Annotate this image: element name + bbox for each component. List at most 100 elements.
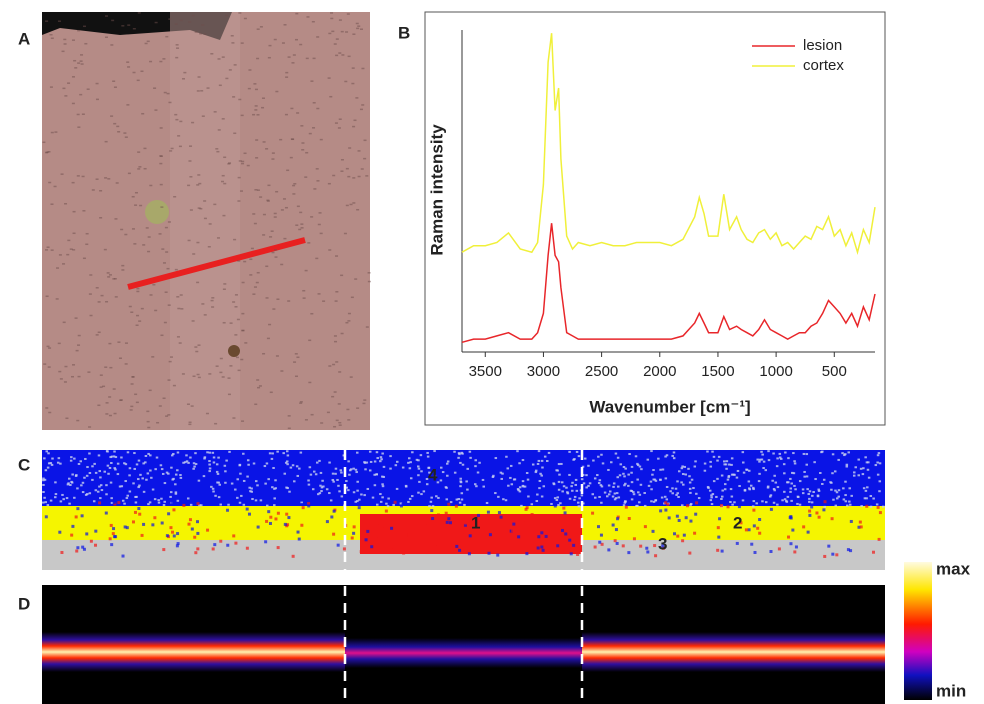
speckle [360, 493, 363, 496]
speckle [161, 472, 165, 475]
speckle [189, 503, 193, 506]
texture-dot [136, 290, 140, 293]
texture-dot [95, 98, 99, 101]
speckle [160, 497, 163, 500]
texture-dot [148, 389, 152, 392]
speckle [242, 503, 246, 506]
speckle [616, 456, 620, 459]
texture-dot [135, 401, 139, 404]
speckle [674, 487, 678, 490]
speckle [172, 477, 175, 480]
speckle [689, 503, 692, 506]
region-label: 4 [428, 465, 438, 484]
texture-dot [259, 196, 263, 198]
speckle [710, 494, 713, 497]
speckle [94, 543, 98, 547]
speckle [729, 500, 732, 503]
speckle [743, 488, 747, 491]
speckle [224, 481, 227, 484]
speckle [845, 463, 849, 466]
speckle [381, 483, 384, 486]
speckle [848, 500, 851, 503]
texture-dot [124, 233, 128, 236]
region-label: 3 [658, 534, 667, 553]
speckle [425, 483, 429, 486]
speckle [236, 478, 239, 481]
speckle [570, 485, 573, 488]
speckle [683, 465, 686, 468]
texture-dot [187, 184, 191, 187]
speckle [793, 484, 796, 487]
texture-dot [319, 232, 323, 235]
texture-dot [45, 20, 49, 22]
speckle [852, 474, 856, 477]
texture-dot [256, 28, 260, 30]
texture-dot [164, 226, 168, 229]
speckle [712, 455, 716, 458]
speckle [401, 502, 405, 506]
speckle [805, 453, 809, 456]
texture-dot [328, 249, 332, 251]
speckle [250, 490, 253, 493]
speckle [121, 499, 125, 502]
speckle [145, 478, 148, 481]
speckle [358, 498, 361, 501]
speckle [543, 455, 547, 458]
speckle [433, 474, 437, 477]
speckle [179, 474, 182, 477]
speckle [575, 450, 579, 453]
texture-dot [345, 31, 349, 33]
speckle [749, 484, 753, 487]
speckle [747, 480, 751, 483]
speckle [645, 546, 649, 550]
texture-dot [71, 102, 75, 105]
texture-dot [80, 54, 84, 56]
speckle [552, 483, 556, 486]
speckle [732, 473, 735, 476]
texture-dot [97, 404, 101, 407]
texture-dot [276, 298, 280, 300]
speckle [289, 466, 293, 469]
speckle [389, 455, 392, 458]
speckle [394, 464, 398, 467]
speckle [509, 464, 513, 467]
texture-dot [340, 332, 344, 335]
speckle [616, 485, 620, 488]
texture-dot [233, 238, 237, 241]
speckle [288, 490, 291, 493]
texture-dot [189, 209, 193, 211]
texture-dot [304, 269, 308, 272]
texture-dot [237, 176, 241, 179]
speckle [436, 513, 440, 517]
speckle [430, 509, 434, 513]
texture-dot [274, 256, 278, 258]
speckle [525, 552, 529, 556]
texture-dot [295, 224, 299, 226]
speckle [601, 462, 605, 465]
texture-dot [80, 63, 84, 65]
speckle [325, 520, 329, 524]
speckle [727, 476, 730, 479]
speckle [375, 473, 378, 476]
speckle [291, 554, 295, 558]
speckle [624, 482, 627, 485]
speckle [801, 488, 805, 491]
speckle [347, 460, 350, 463]
texture-dot [247, 87, 251, 90]
speckle [91, 478, 94, 481]
speckle [849, 519, 853, 523]
speckle [157, 501, 161, 504]
speckle [194, 463, 198, 466]
texture-dot [241, 329, 245, 332]
speckle [428, 471, 431, 474]
speckle [491, 532, 495, 536]
speckle [216, 481, 219, 484]
texture-dot [140, 70, 144, 73]
micrograph [42, 12, 370, 430]
speckle [81, 545, 85, 549]
speckle [859, 467, 863, 470]
speckle [98, 485, 101, 488]
speckle [148, 501, 152, 504]
speckle [457, 456, 460, 459]
